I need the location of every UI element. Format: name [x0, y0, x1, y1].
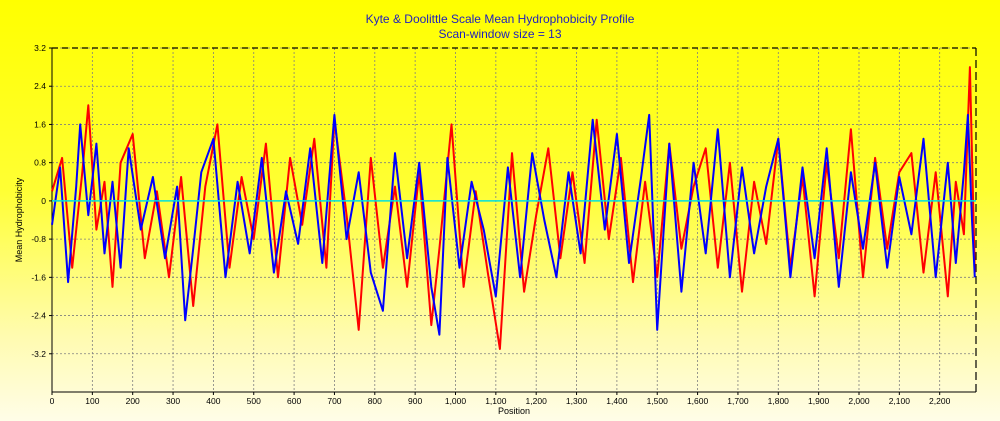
chart-subtitle: Scan-window size = 13: [438, 27, 562, 41]
x-tick-label: 1,800: [768, 396, 790, 406]
x-tick-label: 1,900: [808, 396, 830, 406]
chart-title: Kyte & Doolittle Scale Mean Hydrophobici…: [365, 12, 635, 26]
x-tick-label: 400: [206, 396, 220, 406]
x-tick-label: 1,100: [485, 396, 507, 406]
x-tick-label: 100: [85, 396, 99, 406]
y-tick-label: 1.6: [34, 119, 46, 129]
y-tick-label: -0.8: [31, 234, 46, 244]
x-tick-label: 1,200: [526, 396, 548, 406]
y-tick-label: -2.4: [31, 311, 46, 321]
x-tick-label: 2,200: [929, 396, 951, 406]
y-axis-title: Mean Hydrophobicity: [14, 177, 24, 262]
x-tick-label: 2,100: [889, 396, 911, 406]
x-tick-label: 2,000: [848, 396, 870, 406]
x-tick-label: 1,400: [606, 396, 628, 406]
x-tick-label: 300: [166, 396, 180, 406]
y-tick-label: 0.8: [34, 158, 46, 168]
y-tick-label: 2.4: [34, 81, 46, 91]
x-tick-label: 900: [408, 396, 422, 406]
x-tick-label: 500: [247, 396, 261, 406]
y-tick-label: 3.2: [34, 43, 46, 53]
y-tick-label: -1.6: [31, 272, 46, 282]
x-tick-label: 700: [327, 396, 341, 406]
x-tick-label: 800: [368, 396, 382, 406]
x-tick-label: 1,700: [727, 396, 749, 406]
x-axis-title: Position: [498, 406, 530, 416]
x-tick-label: 200: [126, 396, 140, 406]
x-tick-label: 1,600: [687, 396, 709, 406]
x-tick-label: 1,500: [647, 396, 669, 406]
x-tick-label: 1,300: [566, 396, 588, 406]
x-tick-label: 0: [50, 396, 55, 406]
y-tick-label: -3.2: [31, 349, 46, 359]
series-blue-line: [51, 113, 976, 336]
x-tick-label: 1,000: [445, 396, 467, 406]
x-tick-label: 600: [287, 396, 301, 406]
y-tick-label: 0: [41, 196, 46, 206]
